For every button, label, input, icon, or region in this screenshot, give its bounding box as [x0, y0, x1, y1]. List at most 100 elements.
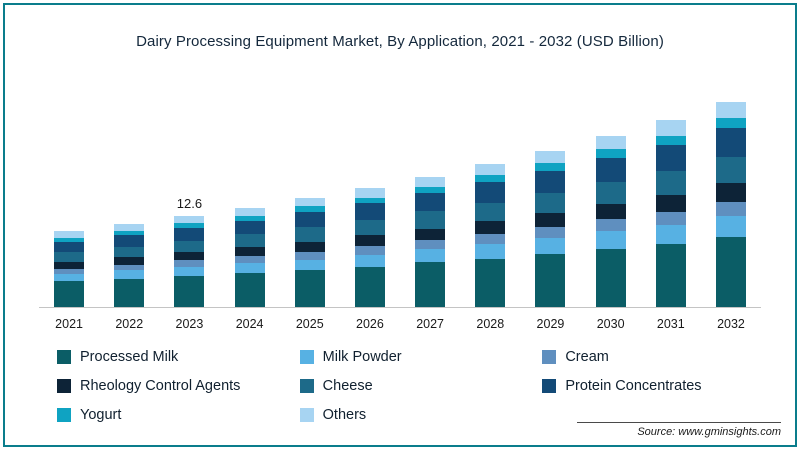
- x-axis-labels: 2021 2022 2023 2024 2025 2026 2027 2028 2029 2030…: [39, 308, 761, 331]
- bar-segment: [475, 175, 506, 183]
- bar-segment: [294, 270, 325, 307]
- legend-swatch: [542, 350, 557, 364]
- stacked-bar: [114, 224, 145, 307]
- stacked-bar: [54, 231, 85, 307]
- bar-segment: [415, 240, 446, 250]
- bar-segment: [114, 235, 145, 247]
- bar-segment: [415, 211, 446, 229]
- x-axis-label: 2027: [416, 317, 445, 331]
- bar-segment: [234, 273, 265, 307]
- bar-segment: [354, 266, 385, 307]
- legend-swatch: [299, 379, 314, 393]
- stacked-bar: [294, 197, 325, 307]
- x-axis-label: 2029: [536, 317, 565, 331]
- bar-segment: [475, 182, 506, 203]
- bar-segment: [234, 255, 265, 264]
- bar-segment: [54, 231, 85, 238]
- legend-label: Processed Milk: [80, 349, 179, 365]
- bar-segment: [174, 266, 205, 276]
- x-axis-label: 2024: [235, 317, 264, 331]
- bar-segment: [535, 237, 566, 254]
- bar-group: [520, 91, 580, 307]
- bar-segment: [54, 252, 85, 263]
- bar-segment: [354, 188, 385, 198]
- bar-segment: [354, 197, 385, 204]
- legend-item: Others: [299, 407, 533, 423]
- bar-segment: [174, 227, 205, 241]
- bar-segment: [595, 219, 626, 232]
- bar-segment: [294, 212, 325, 228]
- x-axis-label: 2022: [115, 317, 144, 331]
- bar-segment: [715, 156, 746, 184]
- bar-segment: [415, 176, 446, 187]
- bar-segment: [655, 170, 686, 196]
- x-axis-label: 2028: [476, 317, 505, 331]
- bar-segment: [415, 249, 446, 263]
- bar-segment: [54, 268, 85, 274]
- legend-label: Rheology Control Agents: [80, 378, 241, 394]
- bar-segment: [174, 216, 205, 224]
- bars-row: 12.6: [39, 91, 761, 308]
- bar-group: [220, 91, 280, 307]
- chart-title: Dairy Processing Equipment Market, By Ap…: [136, 33, 664, 50]
- bar-group: [400, 91, 460, 307]
- bar-segment: [114, 224, 145, 231]
- legend-item: Yogurt: [57, 407, 290, 423]
- bar-segment: [715, 127, 746, 157]
- bar-segment: [715, 117, 746, 128]
- bar-segment: [415, 228, 446, 241]
- bar-segment: [715, 183, 746, 202]
- bar-segment: [174, 252, 205, 261]
- legend-item: Milk Powder: [299, 349, 533, 365]
- legend-item: Cream: [542, 349, 775, 365]
- stacked-bar: [174, 216, 205, 307]
- bar-segment: [475, 258, 506, 307]
- bar-segment: [234, 234, 265, 248]
- legend-label: Protein Concentrates: [565, 378, 702, 394]
- bar-segment: [114, 264, 145, 271]
- bar-segment: [114, 246, 145, 258]
- chart-frame: Dairy Processing Equipment Market, By Ap…: [3, 3, 797, 447]
- bar-segment: [294, 251, 325, 260]
- source-note: Source: www.gminsights.com: [577, 422, 781, 438]
- bar-segment: [595, 158, 626, 182]
- bar-segment: [415, 262, 446, 307]
- bar-segment: [415, 186, 446, 194]
- legend-swatch: [542, 379, 557, 393]
- bar-segment: [234, 263, 265, 274]
- x-axis-label: 2021: [55, 317, 83, 331]
- bar-segment: [595, 248, 626, 307]
- bar-group: [581, 91, 641, 307]
- bar-segment: [655, 195, 686, 212]
- x-axis-label: 2032: [717, 317, 745, 331]
- stacked-bar: [415, 176, 446, 307]
- bar-segment: [174, 240, 205, 253]
- bar-segment: [715, 101, 746, 118]
- stacked-bar: [234, 207, 265, 307]
- bar-group: 12.6: [159, 91, 219, 307]
- legend-item: Rheology Control Agents: [57, 378, 290, 394]
- stacked-bar: [475, 164, 506, 307]
- bar-segment: [535, 163, 566, 171]
- bar-segment: [294, 241, 325, 252]
- bar-segment: [595, 204, 626, 220]
- x-axis-label: 2025: [295, 317, 324, 331]
- legend-item: Processed Milk: [57, 349, 290, 365]
- bar-segment: [54, 281, 85, 307]
- bar-segment: [715, 201, 746, 217]
- bar-segment: [475, 234, 506, 245]
- bar-segment: [475, 164, 506, 176]
- bar-segment: [294, 227, 325, 242]
- bar-group: [99, 91, 159, 307]
- bar-segment: [595, 231, 626, 249]
- bar-segment: [655, 119, 686, 136]
- bar-segment: [54, 273, 85, 282]
- legend-label: Cheese: [322, 378, 373, 394]
- bar-segment: [114, 270, 145, 279]
- legend-label: Yogurt: [80, 407, 122, 423]
- bar-group: [641, 91, 701, 307]
- bar-segment: [354, 203, 385, 221]
- x-axis-label: 2023: [175, 317, 204, 331]
- bar-segment: [595, 135, 626, 150]
- bar-segment: [354, 245, 385, 255]
